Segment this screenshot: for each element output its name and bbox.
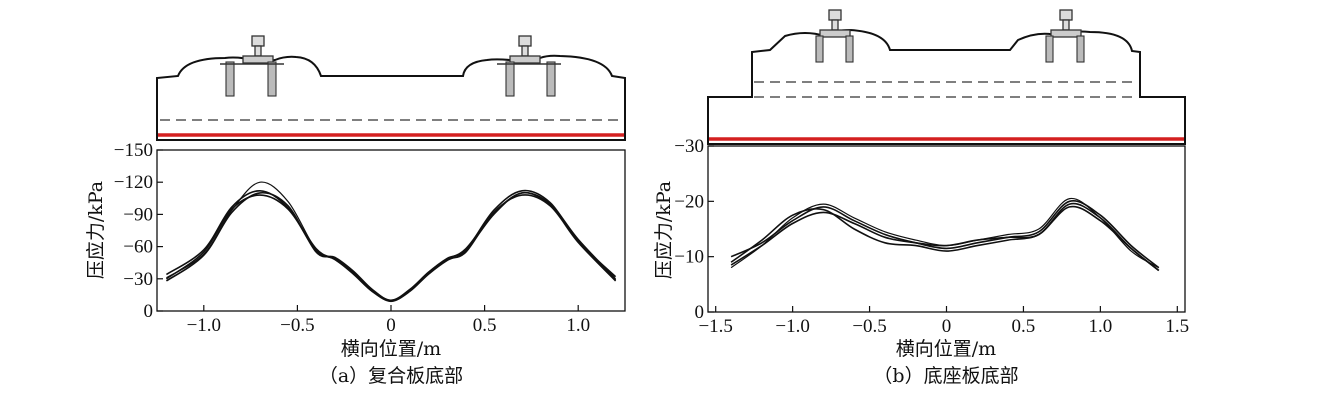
y-axis-title: 压应力/kPa xyxy=(85,181,107,279)
y-tick-label: −60 xyxy=(123,237,153,258)
y-tick-label: −20 xyxy=(674,191,704,212)
series-line-3 xyxy=(165,191,617,302)
x-axis-title: 横向位置/m xyxy=(341,338,441,360)
series-line-2 xyxy=(730,205,1160,272)
series-layer xyxy=(165,181,617,303)
x-tick-label: 1.0 xyxy=(1088,316,1112,337)
x-tick-label: −0.5 xyxy=(852,316,886,337)
base-slab-schematic xyxy=(707,9,1186,145)
x-tick-label: 1.5 xyxy=(1165,316,1189,337)
plot-frame xyxy=(156,149,626,312)
y-tick-label: −30 xyxy=(123,269,153,290)
y-tick-label: 0 xyxy=(695,302,705,323)
rail-fastener-icon xyxy=(220,35,284,97)
x-tick-label: −1.5 xyxy=(698,316,732,337)
series-line-1 xyxy=(730,197,1160,269)
rail-fastener-icon xyxy=(815,9,854,63)
series-layer xyxy=(730,197,1160,272)
y-tick-label: −120 xyxy=(114,172,153,193)
x-tick-label: 0 xyxy=(386,315,396,336)
series-line-4 xyxy=(730,202,1160,272)
x-tick-label: 1.0 xyxy=(566,315,590,336)
rail-fastener-icon xyxy=(1045,9,1085,63)
base-slab-outline xyxy=(707,28,1186,145)
y-tick-label: −150 xyxy=(114,140,153,161)
caption-a: （a）复合板底部 xyxy=(319,365,463,387)
slab-outline-a xyxy=(156,54,626,141)
x-tick-label: 0.5 xyxy=(473,315,497,336)
x-tick-label: −1.0 xyxy=(187,315,221,336)
series-line-4 xyxy=(165,191,617,303)
y-tick-label: 0 xyxy=(144,301,154,322)
x-tick-label: −0.5 xyxy=(280,315,314,336)
y-tick-label: −10 xyxy=(674,247,704,268)
composite-slab-schematic xyxy=(156,35,626,141)
ticks-layer: −1.0 −0.5 0 0.5 1.0 0 −30 −60 −90 −120 −150 xyxy=(114,140,590,336)
rail-fastener-icon xyxy=(497,35,561,97)
y-tick-label: −90 xyxy=(123,204,153,225)
x-tick-label: 0 xyxy=(942,316,952,337)
x-tick-label: 0.5 xyxy=(1012,316,1036,337)
caption-b: （b）底座板底部 xyxy=(873,365,1018,387)
ticks-layer: −1.5 −1.0 −0.5 0 0.5 1.0 1.5 0 −10 −20 −30 xyxy=(674,136,1189,337)
chart-base-slab: −1.5 −1.0 −0.5 0 0.5 1.0 1.50−10−20−30 横向位置/m … xyxy=(653,136,1189,387)
x-axis-title: 横向位置/m xyxy=(896,338,996,360)
chart-composite-slab: −1.0 −0.5 0 0.5 1.0 0 −30 −60 −90 −120 −150 横向位置/m… xyxy=(85,140,626,387)
y-axis-title: 压应力/kPa xyxy=(653,181,675,279)
y-tick-label: −30 xyxy=(674,136,704,157)
series-line-3 xyxy=(730,200,1160,269)
x-tick-label: −1.0 xyxy=(775,316,809,337)
